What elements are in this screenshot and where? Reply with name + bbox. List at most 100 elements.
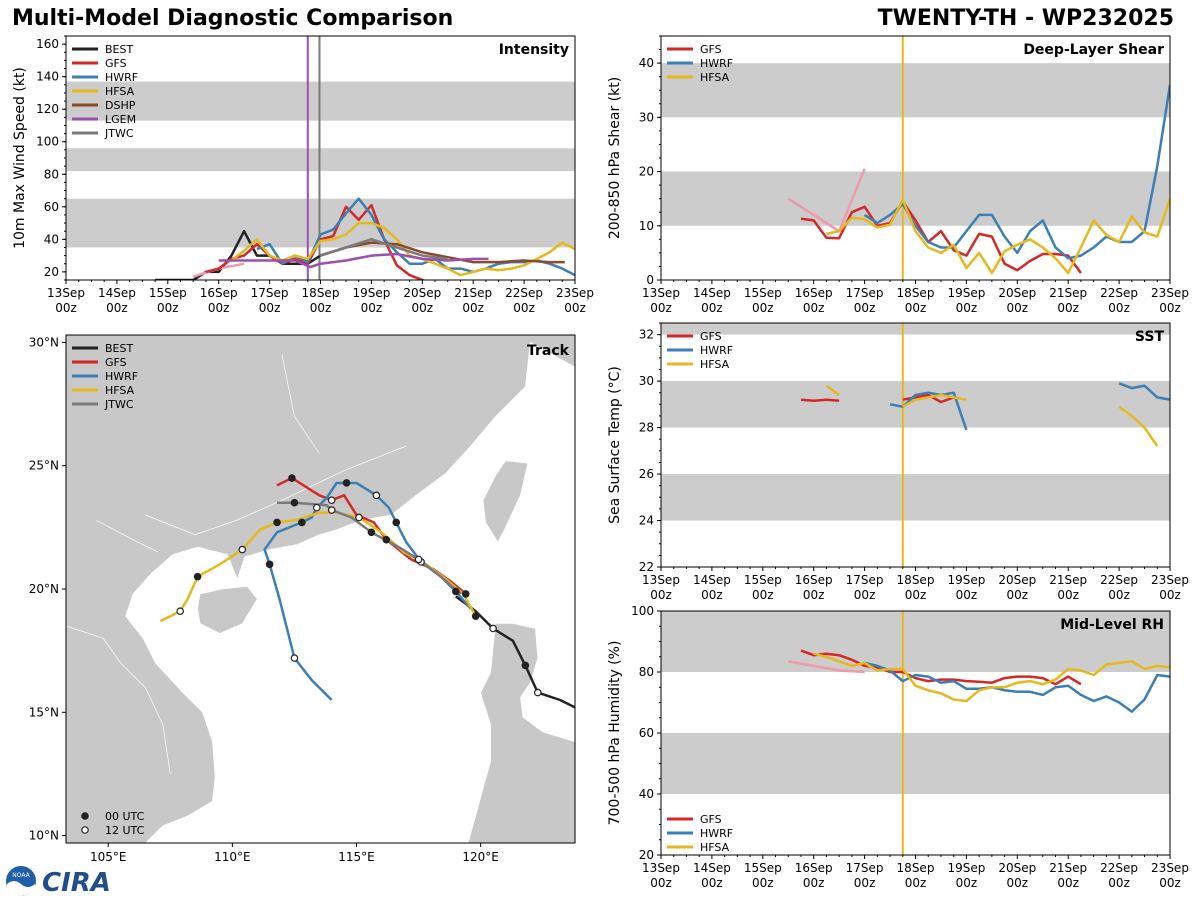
marker-00utc [471, 612, 480, 620]
series-group [800, 382, 1170, 447]
cira-logo: NOAA CIRA [4, 864, 114, 898]
series-group [788, 649, 1170, 713]
marker-12utc [312, 503, 321, 512]
marker-00utc [521, 661, 530, 670]
marker-00utc [342, 479, 351, 487]
x-tick-label: 00z [564, 301, 586, 315]
x-tick-label: 15Sep [744, 861, 782, 875]
x-tick-label: 00z [1108, 588, 1130, 602]
legend-label: HWRF [700, 57, 733, 70]
marker-12utc [290, 654, 299, 662]
x-tick-label: 00z [650, 301, 672, 315]
x-tick-label: 00z [513, 301, 535, 315]
marker-00utc [298, 518, 306, 527]
map-group [66, 335, 575, 843]
marker-00utc [290, 498, 299, 507]
x-tick-label: 14Sep [693, 573, 731, 587]
x-tick-label: 16Sep [795, 573, 833, 587]
legend-label: HFSA [700, 841, 730, 854]
x-tick-label: 00z [956, 588, 978, 602]
legend-label: BEST [105, 43, 133, 56]
x-tick-label: 00z [1057, 876, 1079, 890]
x-tick-label: 13Sep [47, 286, 85, 300]
x-tick-label: 23Sep [556, 286, 594, 300]
shaded-band [661, 63, 1170, 118]
x-tick-label: 14Sep [98, 286, 136, 300]
x-tick-label: 00z [956, 876, 978, 890]
legend-label: DSHP [105, 99, 136, 112]
x-tick-label: 21Sep [1049, 861, 1087, 875]
y-tick-label: 0 [646, 273, 654, 287]
lat-tick-label: 30°N [29, 335, 59, 349]
legend-label: GFS [700, 813, 722, 826]
storm-id-title: TWENTY-TH - WP232025 [877, 6, 1174, 31]
x-tick-label: 17Sep [846, 861, 884, 875]
x-tick-label: 18Sep [897, 573, 935, 587]
x-tick-label: 00z [701, 876, 723, 890]
x-tick-label: 20Sep [998, 286, 1036, 300]
x-tick-label: 00z [412, 301, 434, 315]
land-hainan [197, 586, 258, 634]
shaded-band [661, 323, 1170, 335]
legend-label: HFSA [700, 71, 730, 84]
x-tick-label: 22Sep [505, 286, 543, 300]
x-tick-label: 00z [1057, 301, 1079, 315]
x-tick-label: 16Sep [200, 286, 238, 300]
y-tick-label: 20 [639, 165, 654, 179]
x-tick-label: 14Sep [693, 861, 731, 875]
lon-tick-label: 120°E [462, 850, 499, 864]
x-tick-label: 21Sep [1049, 573, 1087, 587]
marker-00utc [193, 572, 202, 581]
panel-title: SST [1135, 329, 1165, 345]
panel-title: Intensity [499, 42, 569, 58]
series-line-jtwc [319, 238, 448, 261]
x-tick-label: 00z [854, 301, 876, 315]
y-tick-label: 80 [639, 665, 654, 679]
x-tick-label: 00z [701, 301, 723, 315]
series-line-gfs [205, 203, 426, 280]
marker-12utc [238, 545, 247, 554]
x-tick-label: 00z [1108, 301, 1130, 315]
x-tick-label: 00z [854, 588, 876, 602]
series-line-hfsa [826, 198, 1170, 275]
shaded-band [661, 733, 1170, 794]
x-tick-label: 19Sep [947, 861, 985, 875]
y-tick-label: 22 [639, 560, 654, 574]
panel-title: Track [527, 343, 570, 359]
province-border [145, 445, 407, 536]
shaded-band [661, 611, 1170, 672]
legend-label: HWRF [105, 370, 138, 383]
x-tick-label: 17Sep [251, 286, 289, 300]
x-tick-label: 00z [259, 301, 281, 315]
y-tick-label: 40 [639, 56, 654, 70]
marker-12utc [327, 506, 336, 514]
land-mainland [66, 335, 575, 843]
y-tick-label: 40 [44, 232, 59, 246]
x-tick-label: 15Sep [149, 286, 187, 300]
y-tick-label: 30 [639, 110, 654, 124]
x-tick-label: 00z [1159, 301, 1181, 315]
x-tick-label: 16Sep [795, 286, 833, 300]
x-tick-label: 00z [361, 301, 383, 315]
series-line-hfsa [902, 393, 967, 408]
x-tick-label: 22Sep [1100, 573, 1138, 587]
x-tick-label: 00z [55, 301, 77, 315]
marker-00utc [392, 518, 401, 527]
x-tick-label: 17Sep [846, 286, 884, 300]
series-line-hwrf [1118, 382, 1170, 401]
x-tick-label: 13Sep [642, 573, 680, 587]
province-border [281, 354, 320, 454]
y-tick-label: 100 [631, 604, 654, 618]
lat-tick-label: 15°N [29, 705, 59, 719]
x-tick-label: 19Sep [947, 573, 985, 587]
x-tick-label: 00z [650, 588, 672, 602]
noaa-wave-icon [7, 881, 35, 896]
x-tick-label: 00z [650, 876, 672, 890]
legend-label: HWRF [700, 827, 733, 840]
shaded-band [661, 381, 1170, 428]
legend-label: HWRF [105, 71, 138, 84]
x-tick-label: 00z [803, 876, 825, 890]
marker-12utc [489, 624, 497, 633]
legend-label: HFSA [700, 358, 730, 371]
legend-label: HWRF [700, 344, 733, 357]
